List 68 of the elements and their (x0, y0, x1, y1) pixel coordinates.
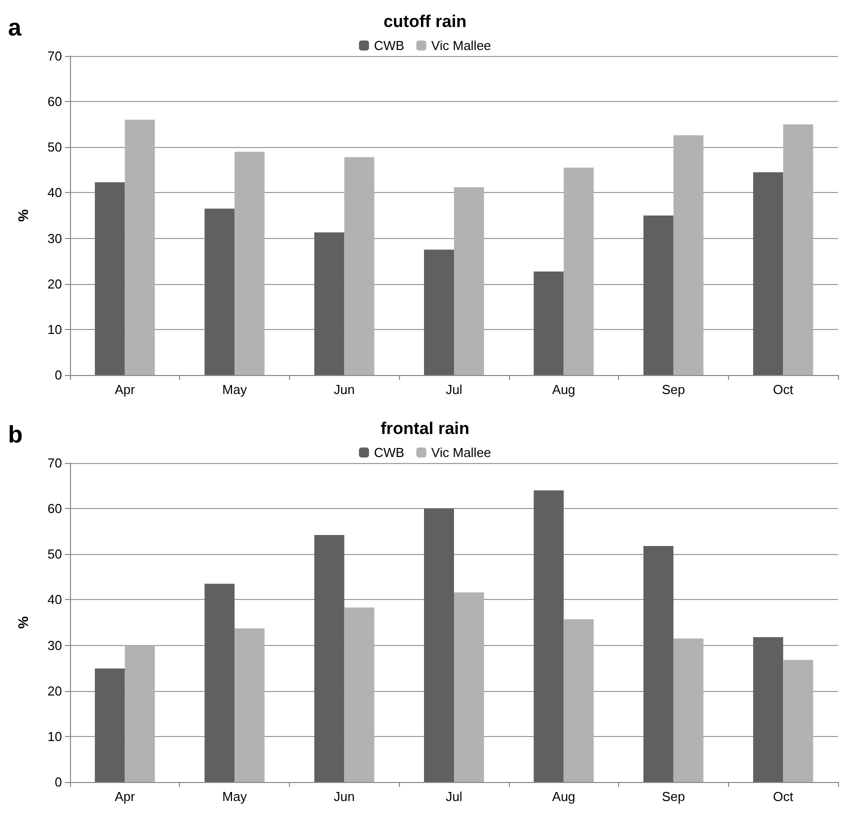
bar (204, 584, 235, 782)
y-tick-label: 20 (48, 683, 62, 698)
bar (673, 638, 704, 782)
chart-title: cutoff rain (383, 12, 467, 31)
y-tick-label: 60 (48, 94, 62, 110)
bar (643, 546, 674, 782)
bar (124, 645, 155, 782)
x-tick-label: Apr (114, 789, 136, 804)
bar (424, 508, 454, 782)
bar (344, 607, 374, 782)
x-tick-label: Jun (334, 789, 355, 804)
y-tick-label: 30 (48, 638, 62, 653)
legend-label: Vic Mallee (431, 38, 492, 53)
y-tick-label: 10 (48, 322, 62, 337)
y-tick-label: 60 (48, 501, 62, 516)
bar (564, 619, 594, 782)
bar (94, 182, 125, 375)
y-tick-label: 0 (54, 368, 62, 382)
bar (534, 272, 564, 375)
x-tick-label: Jul (446, 789, 462, 804)
x-tick-label: Aug (552, 789, 576, 804)
y-tick-label: 30 (48, 230, 62, 246)
x-tick-label: May (222, 789, 248, 804)
bar (344, 157, 374, 375)
x-tick-label: May (222, 382, 248, 397)
bar (643, 216, 674, 375)
y-tick-label: 20 (48, 276, 62, 292)
text: a (8, 14, 22, 42)
bar (753, 172, 784, 375)
y-axis-title: % (15, 208, 31, 222)
bar (753, 637, 784, 782)
bar (314, 535, 344, 782)
bar (564, 168, 594, 375)
x-tick-label: Apr (114, 382, 136, 397)
bar (314, 232, 344, 375)
x-tick-label: Sep (662, 789, 685, 804)
x-tick-label: Oct (773, 382, 794, 397)
y-tick-label: 70 (48, 48, 62, 64)
x-tick-label: Oct (773, 789, 794, 804)
bar (424, 250, 454, 375)
legend-label: CWB (374, 38, 404, 53)
text: b (8, 422, 23, 448)
bar (94, 668, 125, 782)
bar (454, 592, 484, 782)
y-tick-label: 0 (54, 774, 62, 790)
bar (234, 152, 265, 375)
bar (673, 135, 704, 375)
y-tick-label: 50 (48, 546, 62, 562)
bar (204, 208, 235, 375)
bar (124, 120, 155, 375)
y-tick-label: 10 (48, 728, 62, 744)
x-tick-label: Aug (552, 382, 576, 397)
x-tick-label: Jun (334, 382, 355, 397)
chart-title: frontal rain (380, 419, 470, 438)
y-tick-label: 40 (48, 592, 62, 608)
bar (234, 628, 265, 782)
y-tick-label: 70 (48, 456, 62, 470)
bar (534, 490, 564, 782)
bar (783, 124, 814, 375)
y-axis-title: % (15, 616, 31, 629)
bar (783, 660, 814, 782)
x-tick-label: Jul (446, 382, 462, 397)
legend-label: Vic Mallee (431, 445, 492, 460)
legend-label: CWB (374, 445, 404, 460)
y-tick-label: 50 (48, 140, 62, 155)
y-tick-label: 40 (48, 185, 62, 200)
x-tick-label: Sep (662, 382, 685, 397)
bar (454, 187, 484, 375)
